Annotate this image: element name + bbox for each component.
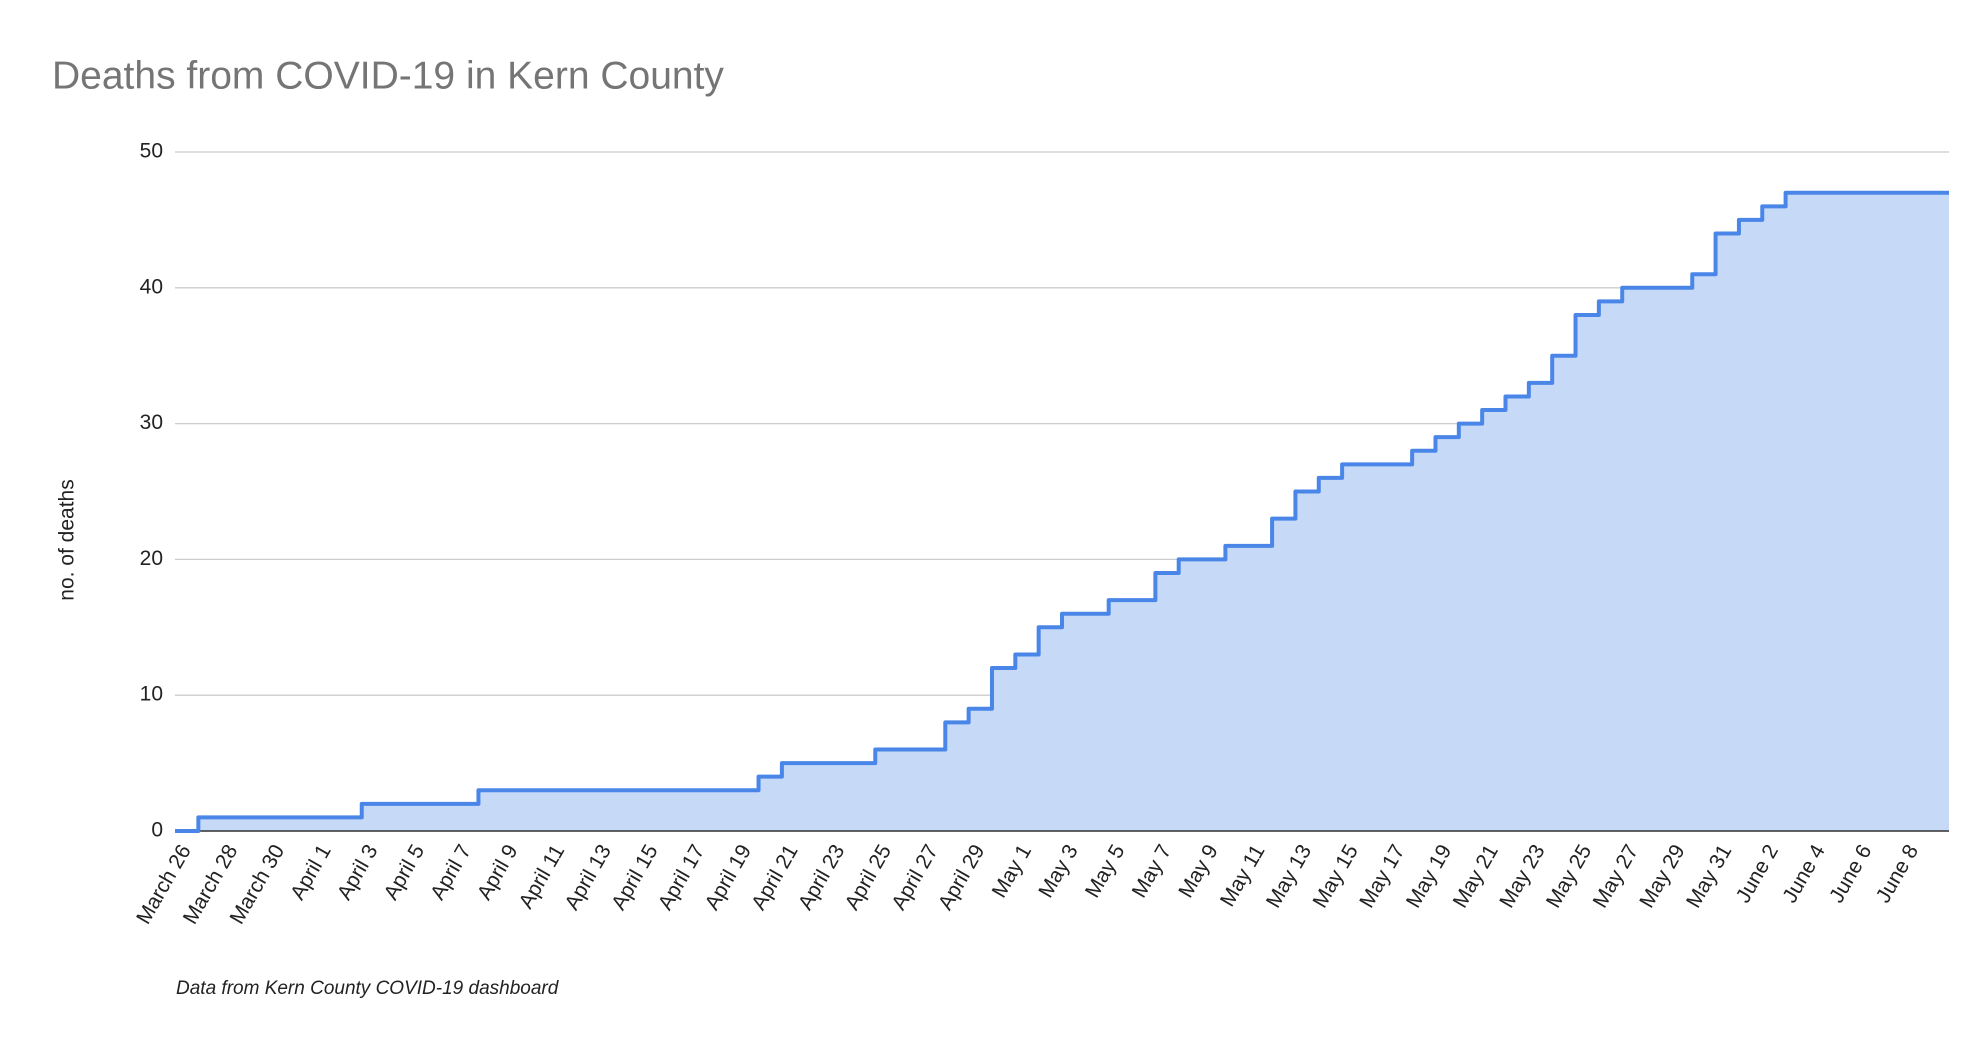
x-tick-label: May 31: [1682, 841, 1736, 912]
x-tick-label: May 5: [1081, 841, 1130, 902]
x-tick-label: April 9: [473, 841, 523, 904]
x-tick-label: April 1: [286, 841, 336, 904]
x-tick-label: June 8: [1872, 841, 1923, 907]
y-axis-label: no. of deaths: [56, 479, 79, 600]
source-note: Data from Kern County COVID-19 dashboard: [176, 978, 560, 999]
x-tick-label: May 7: [1128, 841, 1177, 902]
x-tick-label: April 7: [426, 841, 476, 904]
x-tick-label: May 1: [988, 841, 1037, 902]
x-tick-label: April 3: [333, 841, 383, 904]
y-tick-label: 0: [151, 819, 163, 842]
y-tick-label: 40: [140, 275, 163, 298]
y-tick-label: 50: [140, 140, 163, 163]
area-fill: [175, 192, 1949, 832]
x-tick-label: June 4: [1778, 841, 1830, 907]
area-line: [175, 190, 1949, 833]
x-tick-label: April 5: [380, 841, 430, 904]
y-tick-label: 20: [140, 547, 163, 570]
x-tick-label: May 9: [1174, 841, 1223, 902]
y-tick-label: 10: [140, 683, 163, 706]
x-tick-label: April 29: [934, 841, 990, 914]
y-tick-label: 30: [140, 411, 163, 434]
chart-title: Deaths from COVID-19 in Kern County: [52, 54, 724, 97]
x-tick-label: June 6: [1825, 841, 1876, 907]
x-tick-label: May 3: [1034, 841, 1083, 902]
x-tick-label: June 2: [1732, 841, 1783, 907]
